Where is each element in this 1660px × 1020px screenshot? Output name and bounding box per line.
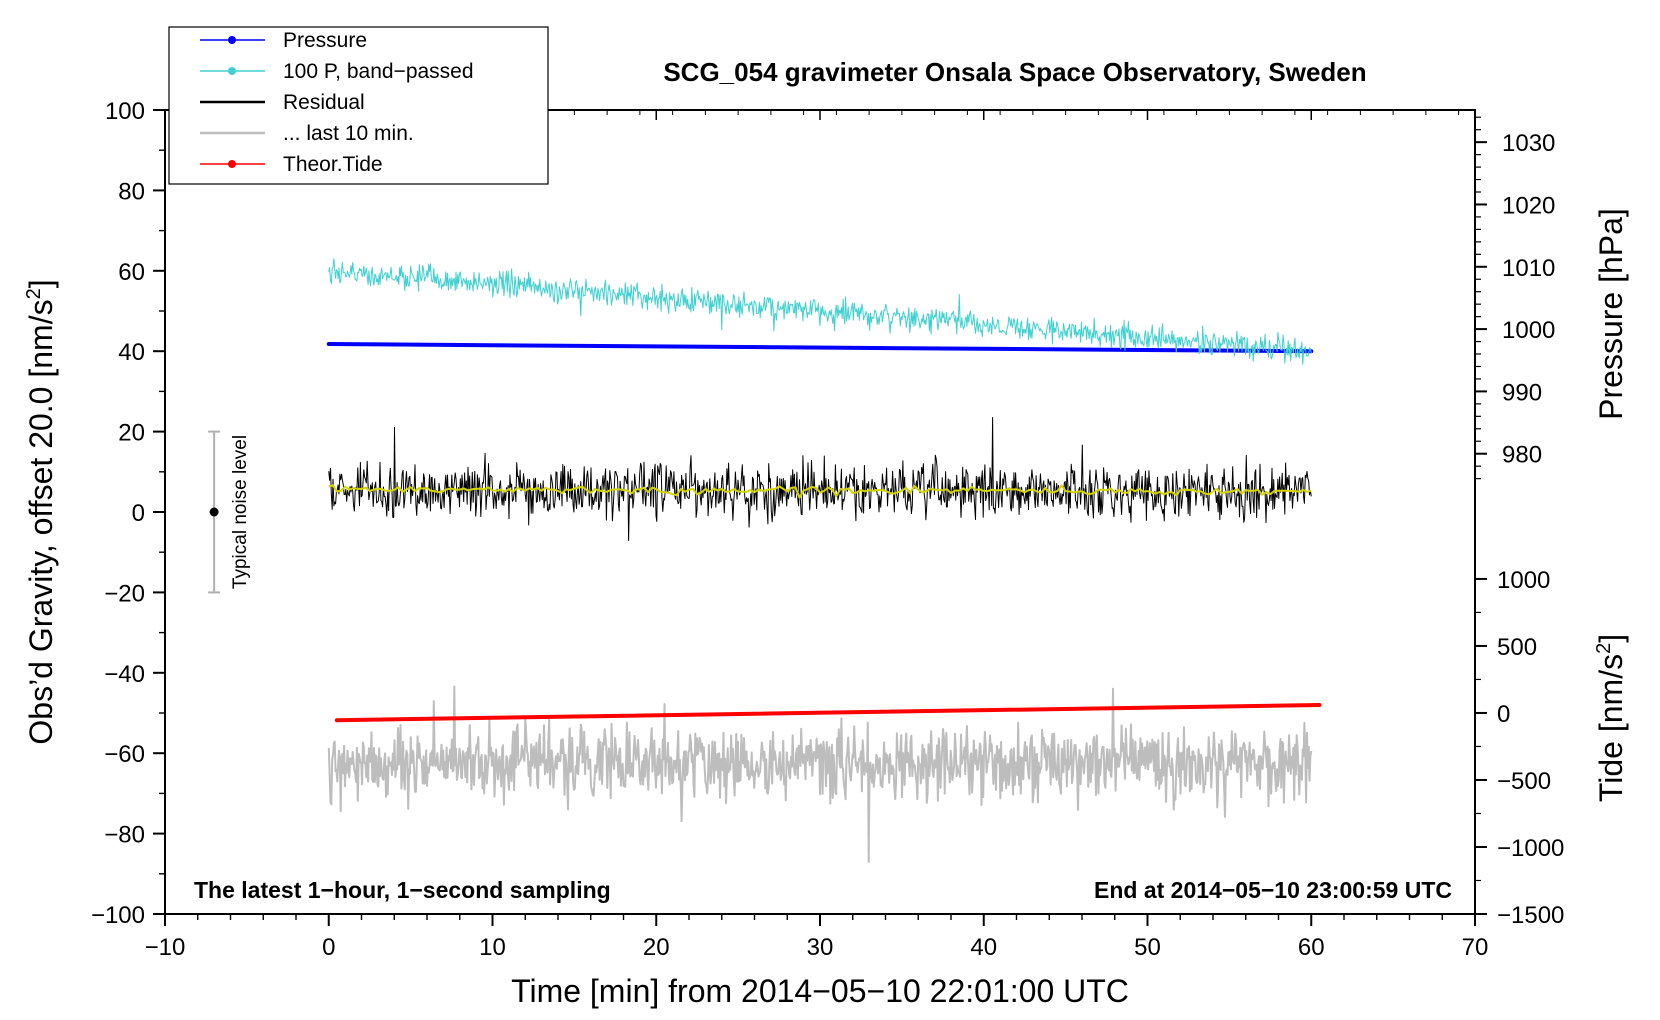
tide-tick-label: 0: [1497, 701, 1510, 728]
tide-tick-label: −1500: [1497, 902, 1564, 929]
tide-tick-label: 500: [1497, 634, 1537, 661]
y-axis-tide: −1500 −1000 −500 0 500 1000: [1474, 567, 1564, 929]
legend-label: Residual: [283, 91, 365, 114]
legend-swatch-marker: [228, 36, 236, 44]
y-axis-pressure-title: Pressure [hPa]: [1593, 208, 1629, 420]
legend-label: Pressure: [283, 29, 367, 52]
series-last-10-min: [327, 685, 1313, 863]
y-axis-gravity: −100 −80 −60 −40 −20 0 20 40 60 80 100: [91, 98, 165, 929]
pressure-tick-label: 1030: [1502, 130, 1555, 157]
series-pressure: [326, 342, 1314, 354]
y-tick-label: −20: [104, 580, 145, 607]
tide-tick-label: −1000: [1497, 835, 1564, 862]
y-tick-label: 0: [132, 500, 145, 527]
pressure-tick-label: 1010: [1502, 255, 1555, 282]
y-tick-label: −40: [104, 661, 145, 688]
series-residual: [328, 417, 1312, 542]
series-layer: [326, 258, 1322, 863]
y-axis-gravity-title-sup: 2: [23, 288, 45, 299]
pressure-tick-label: 980: [1502, 442, 1542, 469]
y-axis-pressure: 980 990 1000 1010 1020 1030: [1474, 110, 1555, 485]
series-residual-smoothed: [328, 484, 1312, 499]
tide-tick-label: 1000: [1497, 567, 1550, 594]
y-axis-tide-title: Tide [nm/s2]: [1593, 634, 1629, 802]
x-tick-label: 70: [1462, 934, 1489, 961]
noise-level-indicator: Typical noise level: [208, 430, 251, 594]
legend-label: Theor.Tide: [283, 153, 383, 176]
y-tick-label: −80: [104, 822, 145, 849]
y-tick-label: 20: [118, 420, 145, 447]
y-tick-label: 100: [105, 98, 145, 125]
legend-box: [168, 26, 549, 185]
x-tick-label: 30: [807, 934, 834, 961]
x-tick-label: 60: [1298, 934, 1325, 961]
noise-bar-label: Typical noise level: [230, 435, 251, 589]
x-axis: −10 0 10 20 30 40 50 60 70: [145, 110, 1489, 961]
series-theor-tide: [334, 703, 1322, 723]
y-axis-tide-title-sup: 2: [1593, 643, 1615, 654]
y-tick-label: −100: [91, 902, 145, 929]
noise-bar-center-dot: [209, 507, 219, 517]
pressure-tick-label: 1020: [1502, 192, 1555, 219]
annotation-sampling: The latest 1−hour, 1−second sampling: [194, 877, 611, 903]
legend-label: ... last 10 min.: [283, 122, 414, 145]
y-tick-label: 80: [118, 178, 145, 205]
legend-swatch-marker: [228, 160, 236, 168]
x-tick-label: 20: [643, 934, 670, 961]
chart-title: SCG_054 gravimeter Onsala Space Observat…: [663, 57, 1366, 87]
y-tick-label: 40: [118, 339, 145, 366]
x-axis-title: Time [min] from 2014−05−10 22:01:00 UTC: [511, 973, 1129, 1009]
tide-tick-label: −500: [1497, 768, 1551, 795]
series-100-p-band-passed: [328, 258, 1312, 365]
x-tick-label: 40: [970, 934, 997, 961]
pressure-tick-label: 1000: [1502, 317, 1555, 344]
pressure-tick-label: 990: [1502, 379, 1542, 406]
annotation-end-time: End at 2014−05−10 23:00:59 UTC: [1094, 877, 1452, 903]
x-tick-label: 10: [479, 934, 506, 961]
x-tick-label: 50: [1134, 934, 1161, 961]
y-tick-label: 60: [118, 259, 145, 286]
x-tick-label: 0: [322, 934, 335, 961]
y-tick-label: −60: [104, 741, 145, 768]
legend-swatch-marker: [228, 67, 236, 75]
x-tick-label: −10: [145, 934, 186, 961]
y-axis-gravity-title: Obs’d Gravity, offset 20.0 [nm/s2]: [23, 279, 59, 744]
legend-label: 100 P, band−passed: [283, 60, 474, 83]
legend: Pressure 100 P, band−passed Residual ... la…: [168, 26, 549, 185]
